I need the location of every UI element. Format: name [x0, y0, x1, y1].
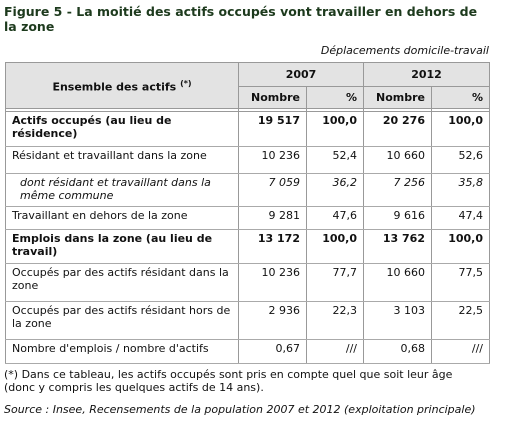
cell: 47,6 [306, 206, 364, 230]
year-header: 2007 [238, 62, 364, 87]
footnote: (*) Dans ce tableau, les actifs occupés … [4, 368, 453, 394]
column-header: % [306, 86, 364, 109]
corner-label: Ensemble des actifs [52, 80, 177, 94]
cell: 19 517 [238, 111, 307, 147]
cell: /// [306, 339, 364, 364]
cell: 100,0 [306, 111, 364, 147]
cell: 100,0 [431, 229, 490, 264]
row-label: Actifs occupés (au lieu de résidence) [5, 111, 239, 147]
cell: 35,8 [431, 173, 490, 207]
row-label: Nombre d'emplois / nombre d'actifs [5, 339, 239, 364]
cell: 0,67 [238, 339, 307, 364]
table-row: dont résidant et travaillant dans la mêm… [5, 173, 490, 207]
row-label: Résidant et travaillant dans la zone [5, 146, 239, 174]
column-header: Nombre [363, 86, 432, 109]
cell: 9 616 [363, 206, 432, 230]
cell: 36,2 [306, 173, 364, 207]
table-row: Travaillant en dehors de la zone 9 281 47,… [5, 206, 490, 230]
cell: 10 660 [363, 146, 432, 174]
table-row: Résidant et travaillant dans la zone 10 2… [5, 146, 490, 174]
table-row: Emplois dans la zone (au lieu de travail… [5, 229, 490, 264]
cell: 2 936 [238, 301, 307, 340]
year-header: 2012 [363, 62, 490, 87]
cell: 13 172 [238, 229, 307, 264]
source: Source : Insee, Recensements de la popul… [4, 403, 476, 416]
cell: 22,5 [431, 301, 490, 340]
column-header: % [431, 86, 490, 109]
cell: 100,0 [306, 229, 364, 264]
cell: 10 660 [363, 263, 432, 302]
corner-note: (*) [180, 79, 192, 89]
cell: 100,0 [431, 111, 490, 147]
cell: 52,6 [431, 146, 490, 174]
data-table: Ensemble des actifs (*) 2007 2012 Nombre… [5, 62, 490, 364]
row-label: Emplois dans la zone (au lieu de travail… [5, 229, 239, 264]
cell: 47,4 [431, 206, 490, 230]
cell: 3 103 [363, 301, 432, 340]
row-label: Occupés par des actifs résidant dans la … [5, 263, 239, 302]
table-row: Nombre d'emplois / nombre d'actifs 0,67//… [5, 339, 490, 364]
subtitle: Déplacements domicile-travail [320, 44, 489, 57]
column-header: Nombre [238, 86, 307, 109]
row-label: dont résidant et travaillant dans la mêm… [5, 173, 239, 207]
cell: 7 256 [363, 173, 432, 207]
cell: 9 281 [238, 206, 307, 230]
corner-header: Ensemble des actifs (*) [5, 62, 239, 109]
cell: 20 276 [363, 111, 432, 147]
cell: 7 059 [238, 173, 307, 207]
cell: 10 236 [238, 146, 307, 174]
cell: 0,68 [363, 339, 432, 364]
table-row: Occupés par des actifs résidant dans la … [5, 263, 490, 302]
cell: 77,7 [306, 263, 364, 302]
row-label: Occupés par des actifs résidant hors de … [5, 301, 239, 340]
cell: /// [431, 339, 490, 364]
cell: 10 236 [238, 263, 307, 302]
cell: 52,4 [306, 146, 364, 174]
title: Figure 5 - La moitié des actifs occupés … [4, 4, 478, 34]
cell: 13 762 [363, 229, 432, 264]
cell: 77,5 [431, 263, 490, 302]
cell: 22,3 [306, 301, 364, 340]
table-row: Occupés par des actifs résidant hors de … [5, 301, 490, 340]
table-row: Actifs occupés (au lieu de résidence) 19 … [5, 111, 490, 147]
row-label: Travaillant en dehors de la zone [5, 206, 239, 230]
